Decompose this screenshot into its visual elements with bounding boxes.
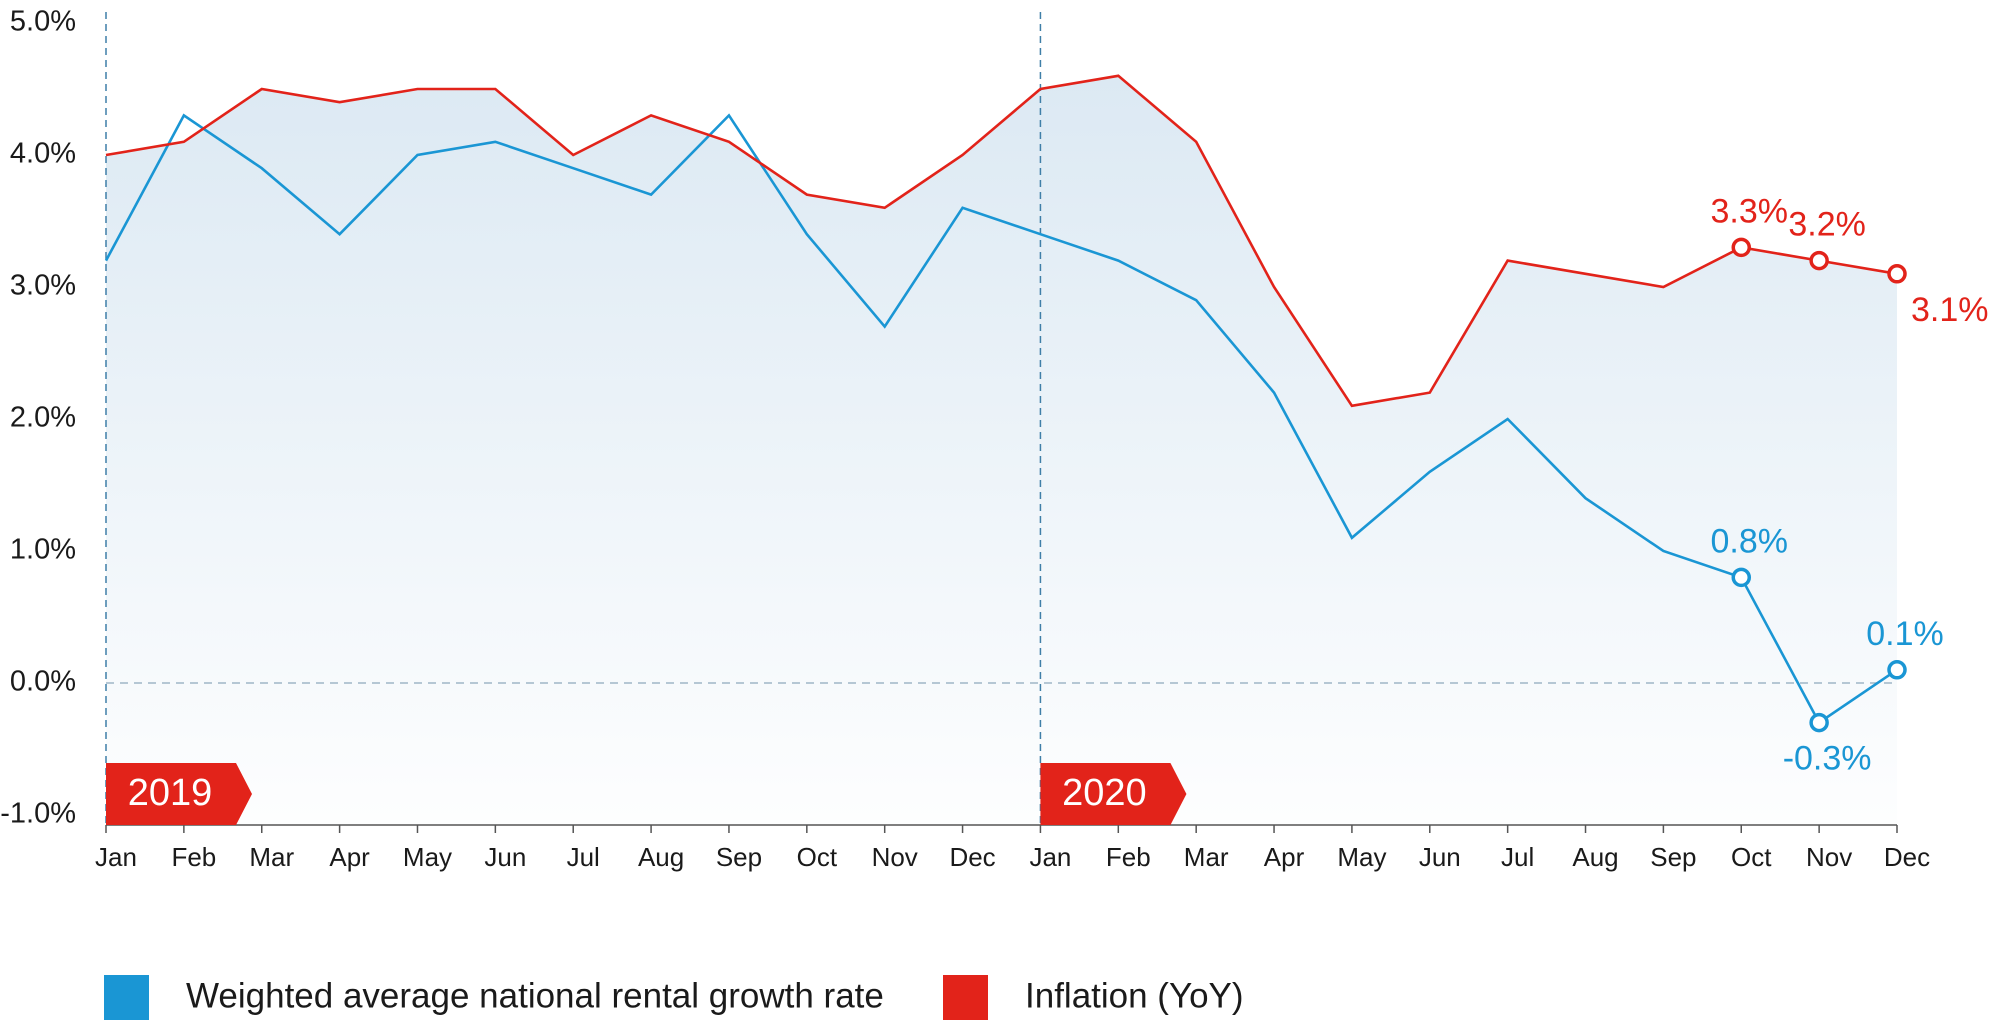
y-tick-label: -1.0% bbox=[0, 798, 76, 830]
x-tick-label: Nov bbox=[1806, 842, 1852, 872]
x-tick-label: May bbox=[1337, 842, 1386, 872]
x-tick-label: Apr bbox=[1264, 842, 1305, 872]
data-label: 3.2% bbox=[1788, 206, 1866, 244]
data-point bbox=[1731, 237, 1752, 258]
x-tick-label: Aug bbox=[638, 842, 684, 872]
x-tick-label: Oct bbox=[797, 842, 838, 872]
x-tick-label: Nov bbox=[872, 842, 918, 872]
y-tick-label: 1.0% bbox=[10, 534, 76, 566]
data-label: -0.3% bbox=[1783, 740, 1872, 778]
x-tick-label: Dec bbox=[949, 842, 995, 872]
year-tag bbox=[106, 763, 252, 825]
y-tick-label: 3.0% bbox=[10, 270, 76, 302]
data-label: 3.1% bbox=[1911, 291, 1989, 329]
year-label: 2020 bbox=[1062, 772, 1147, 814]
data-point bbox=[1809, 712, 1829, 733]
data-label: 3.3% bbox=[1711, 192, 1789, 230]
y-tick-label: 4.0% bbox=[10, 138, 76, 170]
y-tick-label: 2.0% bbox=[10, 402, 76, 434]
x-tick-label: Aug bbox=[1572, 842, 1618, 872]
x-tick-label: Jul bbox=[1501, 842, 1534, 872]
series-line bbox=[105, 74, 1898, 408]
y-tick-label: 5.0% bbox=[10, 6, 76, 38]
year-label: 2019 bbox=[128, 772, 213, 814]
x-tick-label: Apr bbox=[329, 842, 370, 872]
x-tick-label: Jan bbox=[1029, 842, 1071, 872]
x-tick-label: Feb bbox=[171, 842, 216, 872]
data-point bbox=[1731, 567, 1752, 588]
x-tick-label: May bbox=[403, 842, 452, 872]
x-tick-label: Sep bbox=[716, 842, 762, 872]
fill-layer bbox=[106, 75, 1897, 826]
x-tick-label: Oct bbox=[1731, 842, 1772, 872]
data-point bbox=[1887, 660, 1907, 680]
x-tick-label: Jul bbox=[567, 842, 600, 872]
legend-label: Inflation (YoY) bbox=[1025, 976, 1244, 1015]
data-label: 0.8% bbox=[1711, 522, 1789, 560]
x-tick-label: Dec bbox=[1884, 842, 1930, 872]
x-tick-label: Feb bbox=[1106, 842, 1151, 872]
y-tick-label: 0.0% bbox=[10, 666, 76, 698]
data-label: 0.1% bbox=[1866, 615, 1944, 653]
legend-swatch bbox=[104, 975, 149, 1020]
x-tick-label: Jun bbox=[484, 842, 526, 872]
x-tick-label: Jun bbox=[1419, 842, 1461, 872]
data-point bbox=[1809, 250, 1829, 271]
legend-label: Weighted average national rental growth … bbox=[186, 976, 884, 1015]
x-tick-label: Mar bbox=[1184, 842, 1229, 872]
year-tag bbox=[1040, 763, 1187, 825]
x-tick-label: Jan bbox=[95, 842, 137, 872]
x-tick-label: Mar bbox=[249, 842, 294, 872]
data-point bbox=[1887, 264, 1907, 284]
shaded-area bbox=[106, 75, 1897, 826]
main-layer: 5.0% 4.0% 3.0% 2.0% 1.0% 0.0% -1.0% Jan Feb Mar Ap… bbox=[0, 6, 1989, 1020]
legend-swatch bbox=[943, 975, 988, 1020]
x-tick-label: Sep bbox=[1650, 842, 1696, 872]
series-line bbox=[104, 113, 1898, 725]
